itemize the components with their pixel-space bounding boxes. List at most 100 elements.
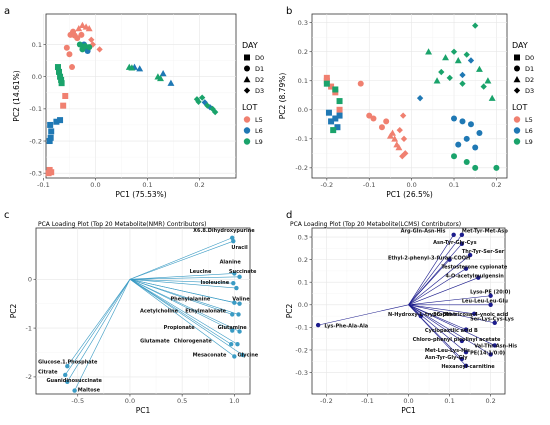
y-tick-label: 0.0 — [32, 73, 42, 81]
data-point — [402, 150, 409, 157]
data-point — [463, 159, 470, 166]
legend-lot-label: L6 — [525, 127, 533, 135]
y-tick-label: 0.2 — [298, 48, 308, 56]
ticks: -0.5 0.0 0.5 1.0 -2 -1 0 — [26, 276, 240, 405]
loading-vector — [408, 304, 491, 355]
loading-vector — [408, 277, 479, 306]
loading-vector — [129, 279, 232, 345]
loading-vector — [408, 234, 463, 305]
loading-point — [315, 322, 321, 328]
x-tick-label: 0.1 — [142, 181, 152, 189]
data-point — [459, 80, 466, 87]
data-point — [467, 121, 474, 128]
panel-letter: c — [4, 210, 10, 221]
data-point — [433, 77, 441, 84]
x-tick-label: 0.1 — [449, 181, 459, 189]
metabolite-label: Cyclopaxtlic acid B — [425, 328, 478, 334]
data-point — [75, 25, 83, 32]
legend-day-symbol — [514, 65, 520, 72]
loading-point — [230, 312, 235, 317]
metabolite-label: Uracil — [231, 245, 248, 251]
loading-point — [459, 338, 465, 344]
legend-lot-label: L5 — [525, 116, 533, 124]
loading-point — [463, 327, 469, 332]
legend-lot-symbol — [513, 127, 521, 134]
loading-point — [72, 388, 77, 393]
loading-vector — [129, 278, 233, 331]
panel-letter: a — [4, 6, 10, 17]
metabolite-label: Glycine — [237, 352, 258, 358]
data-point — [472, 164, 479, 171]
plot-area — [35, 227, 251, 395]
data-point — [488, 94, 496, 101]
loading-point — [492, 343, 497, 348]
loading-vector — [129, 278, 239, 315]
metabolite-labels: Arg-Gln-Asn-His Met-Tyr-Met-Asp Asn-Tyr-Gl… — [324, 229, 517, 371]
legend-lot-label: L9 — [525, 138, 533, 146]
x-tick-label: -0.2 — [320, 397, 333, 405]
x-tick-label: -0.1 — [361, 397, 374, 405]
data-point — [459, 71, 466, 79]
data-point — [451, 115, 458, 122]
x-tick-label: -0.1 — [363, 181, 376, 189]
data-point — [450, 48, 458, 55]
metabolite-label: Ethyl-2-phenyl-3-furan-COOH — [388, 256, 470, 262]
metabolite-label: Succinate — [229, 269, 257, 275]
loading-point — [467, 252, 473, 258]
y-axis-title: PC2 — [9, 304, 18, 319]
legend-lot-title: LOT — [242, 103, 257, 112]
y-axis-title: PC2 (8.79%) — [278, 73, 287, 120]
data-point — [204, 102, 211, 109]
x-tick-label: -0.2 — [320, 181, 333, 189]
legend-day-symbol — [244, 54, 250, 61]
data-point — [85, 25, 93, 32]
data-point — [201, 99, 208, 106]
y-tick-label: -0.2 — [295, 164, 308, 172]
loading-vector — [129, 240, 234, 280]
loading-point — [65, 379, 70, 384]
gridlines — [43, 14, 236, 178]
legend-day-label: D2 — [525, 76, 534, 84]
loading-point — [463, 350, 469, 355]
data-point — [395, 144, 403, 151]
loading-vector — [129, 279, 235, 357]
data-point — [88, 36, 95, 43]
y-tick-label: 0.0 — [298, 301, 308, 309]
data-point — [193, 96, 201, 103]
data-points — [323, 22, 500, 171]
data-point — [425, 48, 433, 55]
x-axis-title: PC1 — [401, 406, 416, 415]
legend-lot-symbol — [513, 138, 521, 145]
metabolite-label: Chloro-phenyl picolinyl acetate — [413, 337, 501, 343]
metabolite-label: PE(14:1/0:0) — [470, 350, 505, 356]
panel-b-scatter: -0.2 -0.1 0.0 0.1 0.2 -0.2 -0.1 0.0 0.1 0.2 0.3 PC1… — [278, 6, 508, 199]
plot-area — [45, 13, 237, 179]
legend-lot-symbol — [243, 138, 251, 145]
metabolite-label: Phenylalanine — [170, 296, 210, 302]
loading-vector — [408, 304, 495, 346]
ticks: -0.1 0.0 0.1 0.2 -0.3 -0.2 -0.1 0.0 0.1 — [29, 41, 204, 189]
x-tick-label: 0.1 — [444, 397, 454, 405]
data-point — [78, 31, 85, 38]
x-tick-label: 0.2 — [485, 397, 495, 405]
loading-point — [240, 352, 245, 358]
panel-letter: b — [286, 6, 292, 17]
loading-vector — [129, 278, 240, 332]
metabolite-label: Chlorogenate — [174, 339, 213, 345]
metabolite-label: Alanine — [220, 260, 242, 266]
data-point — [396, 126, 403, 134]
data-point — [416, 95, 424, 102]
data-point — [399, 112, 407, 119]
y-tick-label: -0.2 — [295, 346, 308, 354]
data-point — [47, 121, 54, 128]
loading-point — [463, 363, 469, 368]
metabolite-label: Leucine — [190, 269, 212, 275]
x-tick-label: 0.2 — [194, 181, 204, 189]
panel-d-loading-plot: -0.2 -0.1 0.0 0.1 0.2 -0.3 -0.2 -0.1 0.0 0.1 0.2 0.… — [285, 210, 517, 415]
loading-point — [492, 320, 497, 326]
legend-lot-label: L6 — [255, 127, 263, 135]
data-point — [336, 98, 343, 105]
loading-vector — [129, 273, 235, 280]
loading-point — [476, 275, 481, 280]
